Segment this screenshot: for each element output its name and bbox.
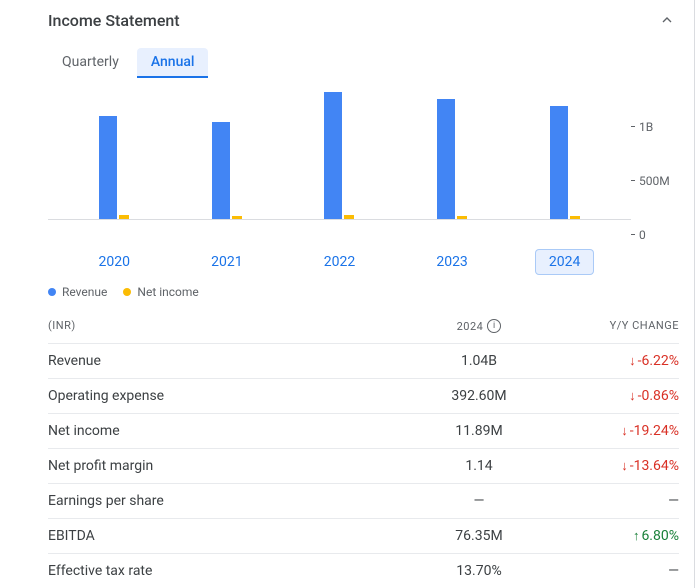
y-axis-label: 500M	[639, 174, 670, 188]
year-button-2020[interactable]: 2020	[85, 249, 144, 275]
row-label: Earnings per share	[48, 493, 399, 509]
year-button-2023[interactable]: 2023	[422, 249, 481, 275]
bar-group-2024[interactable]	[545, 106, 585, 219]
year-button-2024[interactable]: 2024	[535, 249, 594, 275]
row-change: —	[559, 563, 679, 579]
table-header: (INR) 2024 i Y/Y CHANGE	[48, 309, 679, 343]
row-change: ↓-0.86%	[559, 388, 679, 404]
netincome-bar	[344, 215, 354, 219]
row-value: 392.60M	[399, 388, 559, 404]
bar-group-2021[interactable]	[207, 122, 247, 220]
row-label: Net profit margin	[48, 458, 399, 474]
table-row: EBITDA76.35M↑6.80%	[48, 518, 679, 553]
revenue-bar	[99, 116, 117, 219]
change-column-label: Y/Y CHANGE	[559, 319, 679, 333]
table-row: Net profit margin1.14↓-13.64%	[48, 448, 679, 483]
revenue-bar	[212, 122, 230, 220]
row-label: Revenue	[48, 353, 399, 369]
netincome-bar	[457, 216, 467, 219]
row-value: —	[399, 493, 559, 509]
y-axis-label: 1B	[639, 120, 653, 134]
row-label: Net income	[48, 423, 399, 439]
row-label: Operating expense	[48, 388, 399, 404]
bar-group-2023[interactable]	[432, 99, 472, 219]
row-label: EBITDA	[48, 528, 399, 544]
y-axis-label: 0	[639, 228, 646, 242]
legend-item-netincome: Net income	[123, 285, 198, 299]
currency-label: (INR)	[48, 319, 399, 333]
table-row: Revenue1.04B↓-6.22%	[48, 343, 679, 378]
row-value: 11.89M	[399, 423, 559, 439]
year-column-label: 2024	[457, 320, 484, 333]
bar-group-2020[interactable]	[94, 116, 134, 219]
row-label: Effective tax rate	[48, 563, 399, 579]
section-title: Income Statement	[48, 11, 180, 30]
row-value: 1.04B	[399, 353, 559, 369]
tab-annual[interactable]: Annual	[137, 48, 209, 78]
row-change: ↓-19.24%	[559, 423, 679, 439]
row-change: ↓-13.64%	[559, 458, 679, 474]
netincome-bar	[119, 215, 129, 219]
income-bar-chart: 0500M1B	[48, 90, 679, 235]
period-tabs: Quarterly Annual	[48, 40, 679, 86]
revenue-bar	[324, 92, 342, 219]
row-change: ↓-6.22%	[559, 353, 679, 369]
tab-quarterly[interactable]: Quarterly	[48, 48, 133, 78]
table-row: Operating expense392.60M↓-0.86%	[48, 378, 679, 413]
bar-group-2022[interactable]	[319, 92, 359, 219]
row-value: 13.70%	[399, 563, 559, 579]
row-value: 1.14	[399, 458, 559, 474]
table-row: Effective tax rate13.70%—	[48, 553, 679, 588]
netincome-bar	[232, 216, 242, 219]
collapse-icon[interactable]	[655, 8, 679, 32]
revenue-bar	[437, 99, 455, 219]
netincome-bar	[570, 216, 580, 219]
chart-legend: Revenue Net income	[48, 275, 679, 309]
row-change: —	[559, 493, 679, 509]
revenue-bar	[550, 106, 568, 219]
info-icon[interactable]: i	[487, 319, 501, 333]
row-change: ↑6.80%	[559, 528, 679, 544]
row-value: 76.35M	[399, 528, 559, 544]
year-button-2021[interactable]: 2021	[197, 249, 256, 275]
table-row: Net income11.89M↓-19.24%	[48, 413, 679, 448]
year-button-2022[interactable]: 2022	[310, 249, 369, 275]
table-row: Earnings per share——	[48, 483, 679, 518]
legend-item-revenue: Revenue	[48, 285, 107, 299]
